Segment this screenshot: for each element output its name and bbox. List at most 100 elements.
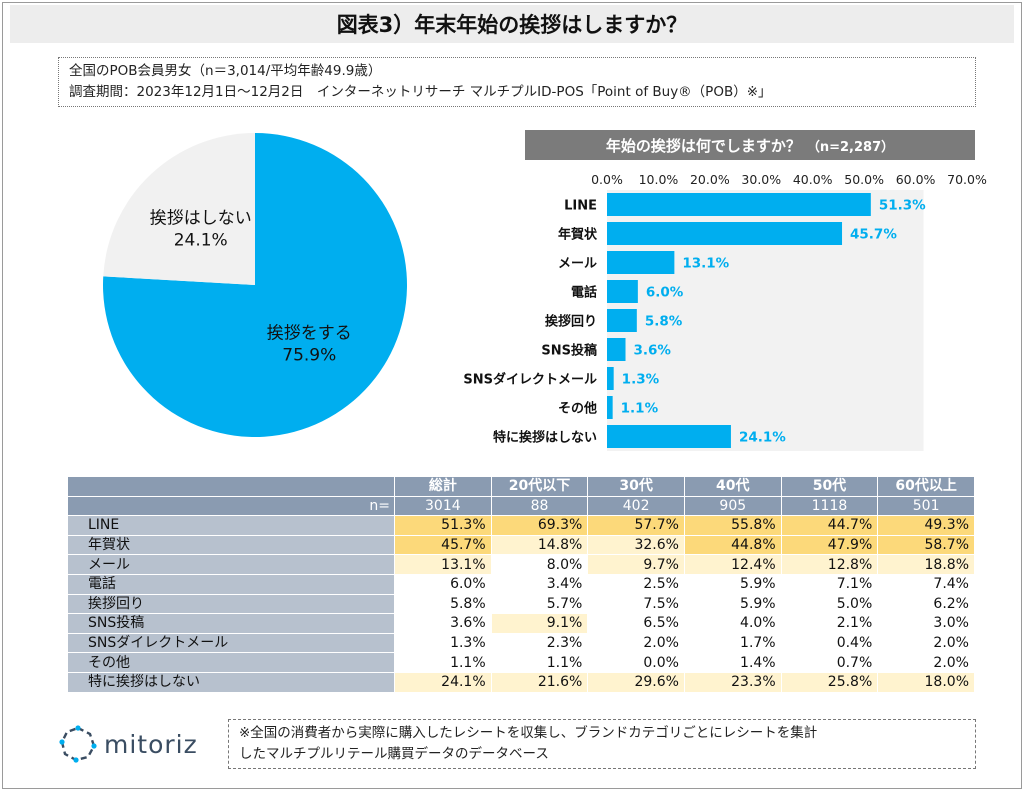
table-cell: 57.7% bbox=[588, 516, 684, 535]
table-cell: 32.6% bbox=[588, 535, 684, 555]
data-table: 総計 20代以下 30代 40代 50代 60代以上 n= 3014 88 40… bbox=[67, 476, 975, 693]
table-cell: 69.3% bbox=[491, 516, 588, 535]
table-cell: 1.3% bbox=[395, 633, 491, 653]
table-row: LINE 51.3% 69.3% 57.7% 55.8% 44.7% 49.3% bbox=[68, 516, 974, 535]
table-cell: 6.5% bbox=[588, 614, 684, 633]
x-tick-label: 20.0% bbox=[690, 172, 730, 187]
table-row: 挨拶回り 5.8% 5.7% 7.5% 5.9% 5.0% 6.2% bbox=[68, 594, 974, 614]
title-bar: 図表3）年末年始の挨拶はしますか？ bbox=[10, 5, 1014, 43]
n-value: 905 bbox=[684, 496, 781, 516]
table-cell: 6.2% bbox=[878, 594, 974, 614]
table-cell: 44.7% bbox=[781, 516, 878, 535]
table-cell: 5.8% bbox=[395, 594, 491, 614]
bar-value-label: 1.3% bbox=[622, 372, 660, 388]
table-row: メール 13.1% 8.0% 9.7% 12.4% 12.8% 18.8% bbox=[68, 555, 974, 574]
row-label: 電話 bbox=[68, 574, 394, 594]
table-cell: 1.7% bbox=[684, 633, 781, 653]
table-cell: 9.1% bbox=[491, 614, 588, 633]
x-tick-label: 0.0% bbox=[591, 172, 623, 187]
table-cell: 45.7% bbox=[395, 535, 491, 555]
x-tick-label: 50.0% bbox=[844, 172, 884, 187]
row-label: SNS投稿 bbox=[68, 614, 394, 633]
table-cell: 3.0% bbox=[878, 614, 974, 633]
bar-value-label: 13.1% bbox=[682, 256, 729, 272]
column-header: 30代 bbox=[588, 477, 684, 496]
table-cell: 0.7% bbox=[781, 653, 878, 672]
source-box: 全国のPOB会員男女（n＝3,014/平均年齢49.9歳） 調査期間：2023年… bbox=[58, 57, 976, 107]
bar-value-label: 3.6% bbox=[634, 343, 672, 359]
source-sample: 全国のPOB会員男女（n＝3,014/平均年齢49.9歳） bbox=[69, 63, 382, 79]
table-cell: 7.4% bbox=[878, 574, 974, 594]
row-label: LINE bbox=[68, 516, 394, 535]
pie-slice-value: 24.1% bbox=[174, 231, 228, 251]
bar-value-label: 45.7% bbox=[850, 227, 897, 243]
table-cell: 21.6% bbox=[491, 672, 588, 692]
bar-chart-title-bar: 年始の挨拶は何でしますか？ （n=2,287） bbox=[525, 130, 975, 160]
table-cell: 58.7% bbox=[878, 535, 974, 555]
footnote-box: ※全国の消費者から実際に購入したレシートを収集し、ブランドカテゴリごとにレシート… bbox=[228, 719, 976, 769]
table-cell: 1.1% bbox=[395, 653, 491, 672]
table-cell: 2.1% bbox=[781, 614, 878, 633]
bar-value-label: 5.8% bbox=[645, 314, 683, 330]
table-cell: 2.5% bbox=[588, 574, 684, 594]
n-value: 3014 bbox=[395, 496, 491, 516]
mitoriz-logo: mitoriz bbox=[58, 724, 198, 764]
table-cell: 1.1% bbox=[491, 653, 588, 672]
table-cell: 5.9% bbox=[684, 594, 781, 614]
table-cell: 14.8% bbox=[491, 535, 588, 555]
column-header: 総計 bbox=[395, 477, 491, 496]
category-label: LINE bbox=[564, 199, 597, 214]
category-label: メール bbox=[558, 257, 597, 272]
table-cell: 24.1% bbox=[395, 672, 491, 692]
table-row: SNSダイレクトメール 1.3% 2.3% 2.0% 1.7% 0.4% 2.0% bbox=[68, 633, 974, 653]
table-cell: 5.9% bbox=[684, 574, 781, 594]
table-cell: 12.4% bbox=[684, 555, 781, 574]
bar-value-label: 24.1% bbox=[739, 430, 786, 446]
column-header: 60代以上 bbox=[878, 477, 974, 496]
table-cell: 3.4% bbox=[491, 574, 588, 594]
n-label: n= bbox=[68, 496, 394, 516]
table-cell: 2.3% bbox=[491, 633, 588, 653]
bar-chart-title: 年始の挨拶は何でしますか？ bbox=[605, 136, 801, 155]
bar bbox=[607, 338, 626, 361]
table-cell: 1.4% bbox=[684, 653, 781, 672]
n-value: 1118 bbox=[781, 496, 878, 516]
column-header: 40代 bbox=[684, 477, 781, 496]
n-value: 501 bbox=[878, 496, 974, 516]
category-label: 挨拶回り bbox=[545, 314, 597, 330]
row-label: 挨拶回り bbox=[68, 594, 394, 614]
table-cell: 55.8% bbox=[684, 516, 781, 535]
table-cell: 0.0% bbox=[588, 653, 684, 672]
row-label: 特に挨拶はしない bbox=[68, 672, 394, 692]
table-cell: 2.0% bbox=[588, 633, 684, 653]
table-cell: 3.6% bbox=[395, 614, 491, 633]
footnote-line: したマルチプルリテール購買データのデータベース bbox=[239, 746, 549, 762]
category-label: 年賀状 bbox=[558, 227, 598, 243]
row-label: メール bbox=[68, 555, 394, 574]
column-header: 50代 bbox=[781, 477, 878, 496]
category-label: その他 bbox=[558, 401, 597, 417]
table-cell: 6.0% bbox=[395, 574, 491, 594]
row-label: その他 bbox=[68, 653, 394, 672]
bar-value-label: 6.0% bbox=[646, 285, 684, 301]
source-period: 調査期間：2023年12月1日～12月2日 インターネットリサーチ マルチプルI… bbox=[69, 84, 772, 100]
n-value: 88 bbox=[491, 496, 588, 516]
logo-wordmark: mitoriz bbox=[104, 729, 198, 759]
bar-value-label: 51.3% bbox=[879, 198, 926, 214]
table-body: LINE 51.3% 69.3% 57.7% 55.8% 44.7% 49.3% 年賀状 45.… bbox=[68, 516, 974, 692]
table-row: 電話 6.0% 3.4% 2.5% 5.9% 7.1% 7.4% bbox=[68, 574, 974, 594]
category-label: 特に挨拶はしない bbox=[493, 430, 597, 446]
table-row: 年賀状 45.7% 14.8% 32.6% 44.8% 47.9% 58.7% bbox=[68, 535, 974, 555]
table-cell: 5.0% bbox=[781, 594, 878, 614]
table-header-row: 総計 20代以下 30代 40代 50代 60代以上 bbox=[68, 477, 974, 496]
category-label: SNSダイレクトメール bbox=[463, 372, 597, 388]
table-cell: 7.5% bbox=[588, 594, 684, 614]
x-tick-label: 30.0% bbox=[741, 172, 781, 187]
table-row: 特に挨拶はしない 24.1% 21.6% 29.6% 23.3% 25.8% 18.0% bbox=[68, 672, 974, 692]
bar-chart: 0.0% 10.0% 20.0% 30.0% 40.0% 50.0% 60.0% 70.0% L… bbox=[463, 172, 987, 451]
category-label: 電話 bbox=[571, 285, 597, 301]
pie-slice-label: 挨拶はしない bbox=[150, 209, 252, 229]
table-cell: 23.3% bbox=[684, 672, 781, 692]
footnote-line: ※全国の消費者から実際に購入したレシートを収集し、ブランドカテゴリごとにレシート… bbox=[239, 725, 818, 741]
